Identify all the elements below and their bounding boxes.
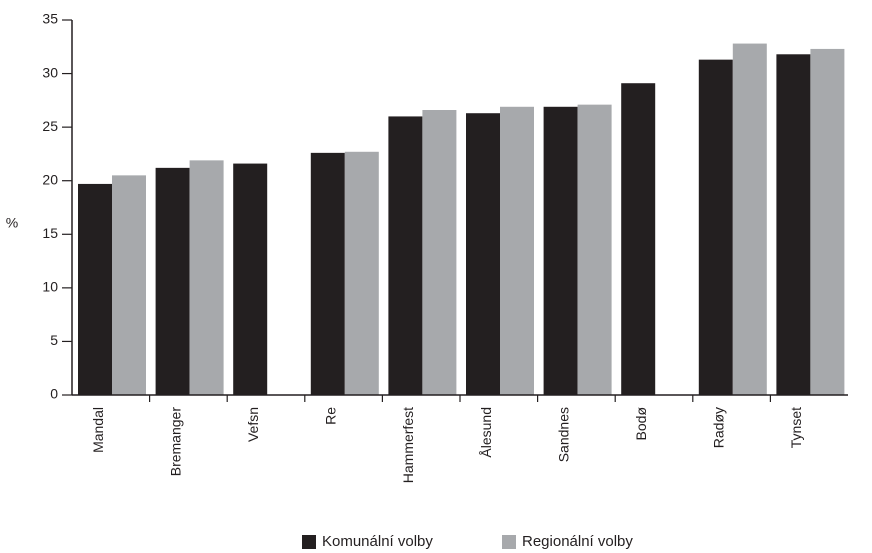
bars-group — [78, 43, 845, 396]
y-tick-label-0: 0 — [50, 386, 58, 402]
bar-komunalni-0 — [78, 183, 112, 395]
bar-komunalni-3 — [310, 152, 345, 395]
legend-label-regionalni: Regionální volby — [522, 533, 633, 550]
x-category-label-5: Ålesund — [478, 407, 494, 458]
bar-komunalni-4 — [388, 116, 423, 395]
bar-regionalni-0 — [112, 175, 146, 395]
bar-regionalni-1 — [189, 160, 224, 395]
x-category-label-9: Tynset — [788, 407, 804, 448]
x-category-label-7: Bodø — [633, 407, 649, 441]
x-category-label-4: Hammerfest — [400, 407, 416, 483]
x-category-label-3: Re — [323, 407, 339, 425]
y-tick-label-1: 5 — [50, 332, 58, 348]
bar-regionalni-3 — [344, 151, 379, 395]
bar-regionalni-4 — [422, 110, 457, 395]
y-tick-label-2: 10 — [42, 279, 58, 295]
bar-regionalni-5 — [500, 106, 534, 396]
legend-item-komunalni: Komunální volby — [302, 534, 433, 550]
y-tick-label-3: 15 — [42, 225, 58, 241]
x-category-label-8: Radøy — [711, 407, 727, 448]
x-category-label-2: Vefsn — [245, 407, 261, 442]
bar-komunalni-6 — [543, 106, 578, 396]
bar-komunalni-9 — [776, 54, 811, 396]
bar-komunalni-1 — [155, 167, 190, 395]
bar-regionalni-9 — [810, 48, 845, 396]
legend-label-komunalni: Komunální volby — [322, 533, 433, 550]
bar-komunalni-8 — [698, 59, 733, 396]
x-category-label-0: Mandal — [90, 407, 106, 453]
x-category-label-6: Sandnes — [555, 407, 571, 462]
y-tick-label-5: 25 — [42, 118, 58, 134]
bar-komunalni-7 — [621, 83, 656, 395]
y-axis-label: % — [6, 215, 18, 231]
bar-komunalni-5 — [466, 113, 500, 395]
legend-swatch-regionalni — [502, 535, 516, 549]
y-tick-label-6: 30 — [42, 64, 58, 80]
bar-komunalni-2 — [233, 163, 268, 395]
y-tick-label-7: 35 — [42, 11, 58, 27]
legend: Komunální volby Regionální volby — [0, 532, 872, 552]
axes-group: 0 5 10 15 20 25 30 35 Mandal Bremanger Vefsn Re Hamm… — [42, 11, 848, 483]
x-category-label-1: Bremanger — [167, 407, 183, 477]
y-tick-label-4: 20 — [42, 171, 58, 187]
legend-item-regionalni: Regionální volby — [502, 534, 633, 550]
legend-swatch-komunalni — [302, 535, 316, 549]
bar-regionalni-6 — [577, 104, 612, 396]
bar-regionalni-8 — [732, 43, 767, 395]
